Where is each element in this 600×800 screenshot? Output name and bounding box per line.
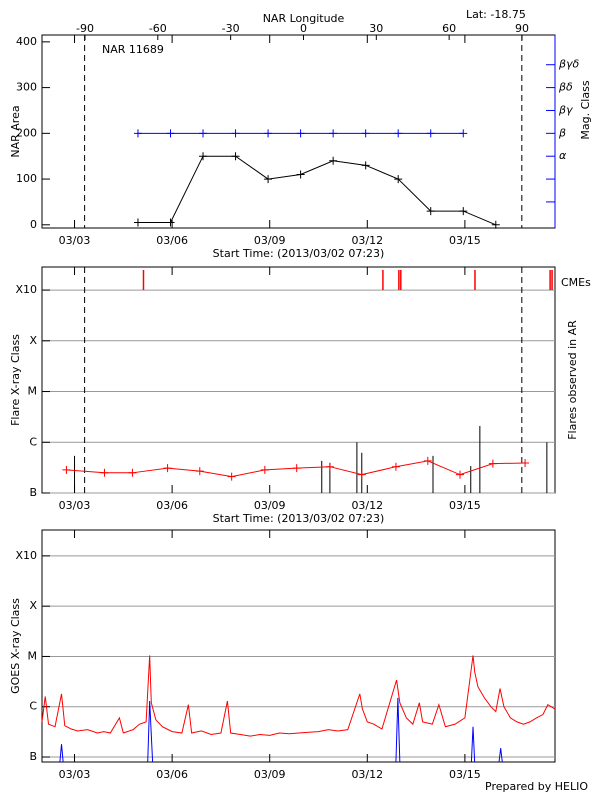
point-marker: [227, 472, 236, 481]
point-marker: [456, 470, 465, 479]
x-tick-label: 03/12: [351, 499, 383, 512]
x-tick-label: 03/12: [351, 234, 383, 247]
y-tick-label: X10: [15, 283, 37, 296]
x-tick-label: 03/06: [156, 768, 188, 781]
point-marker: [361, 161, 370, 170]
y-axis-label: NAR Area: [9, 105, 22, 157]
point-marker: [264, 129, 273, 138]
x-tick-label: 03/09: [254, 499, 286, 512]
x-tick-label: 03/03: [59, 499, 91, 512]
y-tick-label: 400: [16, 35, 37, 48]
point-marker: [199, 152, 208, 161]
series-line: [59, 697, 503, 762]
x-tick-label: 03/09: [254, 234, 286, 247]
x-tick-label: 03/12: [351, 768, 383, 781]
y2-tick-label: βδ: [558, 81, 573, 94]
point-marker: [195, 467, 204, 476]
x2-tick-label: 60: [442, 22, 456, 35]
panel-title: NAR 11689: [102, 43, 164, 56]
point-marker: [163, 464, 172, 473]
point-marker: [62, 465, 71, 474]
point-marker: [488, 459, 497, 468]
y-tick-label: X10: [15, 549, 37, 562]
x2-tick-label: 90: [515, 22, 529, 35]
y-tick-label: X: [29, 334, 37, 347]
y2-tick-label: α: [559, 149, 567, 162]
point-marker: [264, 175, 273, 184]
x-tick-label: 03/15: [449, 499, 481, 512]
cme-label: CMEs: [561, 276, 591, 289]
point-marker: [292, 464, 301, 473]
point-marker: [426, 129, 435, 138]
point-marker: [391, 462, 400, 471]
x-tick-label: 03/15: [449, 234, 481, 247]
x-axis-label: Start Time: (2013/03/02 07:23): [213, 247, 385, 260]
x2-axis-label: NAR Longitude: [263, 12, 345, 25]
point-marker: [166, 218, 175, 227]
point-marker: [329, 156, 338, 165]
point-marker: [325, 462, 334, 471]
x-axis-label: Start Time: (2013/03/02 07:23): [213, 512, 385, 525]
y-tick-label: M: [28, 385, 38, 398]
x2-tick-label: 30: [369, 22, 383, 35]
point-marker: [166, 129, 175, 138]
point-marker: [361, 129, 370, 138]
point-marker: [423, 456, 432, 465]
point-marker: [394, 129, 403, 138]
y2-axis-label: Mag. Class: [579, 80, 592, 139]
series-line: [41, 655, 556, 737]
x-tick-label: 03/03: [59, 234, 91, 247]
x-tick-label: 03/15: [449, 768, 481, 781]
y-tick-label: B: [29, 486, 37, 499]
point-marker: [133, 218, 142, 227]
y-tick-label: 300: [16, 81, 37, 94]
point-marker: [459, 207, 468, 216]
y2-tick-label: β: [558, 126, 566, 139]
x2-tick-label: 0: [300, 22, 307, 35]
point-marker: [357, 470, 366, 479]
y-tick-label: C: [29, 435, 37, 448]
point-marker: [199, 129, 208, 138]
point-marker: [329, 129, 338, 138]
y-tick-label: 0: [30, 218, 37, 231]
point-marker: [426, 207, 435, 216]
point-marker: [260, 465, 269, 474]
y-axis-label: Flare X-ray Class: [9, 334, 22, 426]
point-marker: [296, 129, 305, 138]
plot-frame: [41, 529, 556, 763]
y2-tick-label: βγ: [558, 103, 573, 116]
y-tick-label: X: [29, 599, 37, 612]
latitude-annotation: Lat: -18.75: [466, 8, 526, 21]
y-tick-label: C: [29, 700, 37, 713]
x2-tick-label: -30: [222, 22, 240, 35]
footer: Prepared by HELIO: [485, 780, 588, 793]
y-tick-label: M: [28, 649, 38, 662]
point-marker: [231, 152, 240, 161]
point-marker: [491, 220, 500, 229]
y-tick-label: 200: [16, 126, 37, 139]
x2-tick-label: -90: [76, 22, 94, 35]
point-marker: [521, 459, 530, 468]
y2-tick-label: βγδ: [558, 58, 580, 71]
x2-tick-label: -60: [149, 22, 167, 35]
series-line: [137, 155, 496, 226]
x-tick-label: 03/06: [156, 499, 188, 512]
point-marker: [296, 170, 305, 179]
point-marker: [128, 468, 137, 477]
x-tick-label: 03/09: [254, 768, 286, 781]
x-tick-label: 03/06: [156, 234, 188, 247]
x-tick-label: 03/03: [59, 768, 91, 781]
point-marker: [394, 175, 403, 184]
point-marker: [100, 468, 109, 477]
point-marker: [459, 129, 468, 138]
point-marker: [133, 129, 142, 138]
y-axis-label: GOES X-ray Class: [9, 598, 22, 694]
y2-axis-label: Flares observed in AR: [566, 320, 579, 440]
y-tick-label: 100: [16, 172, 37, 185]
y-tick-label: B: [29, 750, 37, 763]
point-marker: [231, 129, 240, 138]
